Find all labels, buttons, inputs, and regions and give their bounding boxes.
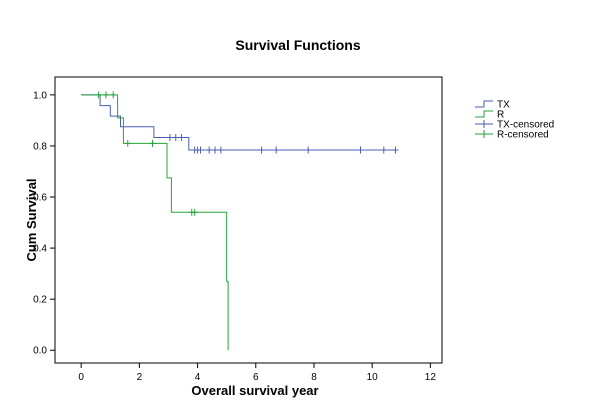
legend-swatch xyxy=(475,110,493,118)
y-axis-label: Cum Survival xyxy=(24,178,39,261)
tx-censored-mark xyxy=(206,146,213,154)
r-censored-mark xyxy=(110,91,117,99)
chart-title: Survival Functions xyxy=(235,37,360,53)
x-axis-ticks: 0 2 4 6 8 10 12 xyxy=(78,363,436,383)
r-censored-mark xyxy=(191,208,198,216)
r-censored-mark xyxy=(95,91,102,99)
tx-censored-mark xyxy=(197,146,204,154)
y-tick-label: 0.6 xyxy=(33,193,47,204)
y-tick-label: 0.8 xyxy=(33,141,47,152)
legend-label: TX xyxy=(497,100,510,111)
legend-item-tx-censored: TX-censored xyxy=(475,120,554,131)
x-tick-label: 2 xyxy=(137,372,143,383)
legend-swatch xyxy=(475,100,493,108)
tx-censored-mark xyxy=(305,146,312,154)
legend-label: R-censored xyxy=(497,130,549,141)
legend-label: TX-censored xyxy=(497,120,554,131)
series-lines xyxy=(81,94,396,351)
tx-censored-mark xyxy=(178,134,185,142)
y-tick-label: 0.4 xyxy=(33,244,47,255)
tx-censored-mark xyxy=(380,146,387,154)
r-censored-mark xyxy=(124,139,131,147)
tx-censored-mark xyxy=(392,146,399,154)
x-tick-label: 10 xyxy=(367,372,379,383)
y-axis-ticks: 0.0 0.2 0.4 0.6 0.8 1.0 xyxy=(33,90,55,357)
x-tick-label: 12 xyxy=(425,372,437,383)
legend-item-tx: TX xyxy=(475,100,510,111)
x-tick-label: 6 xyxy=(253,372,259,383)
tx-censored-mark xyxy=(357,146,364,154)
legend-label: R xyxy=(497,110,504,121)
plot-area-frame xyxy=(54,76,443,364)
series-line-tx xyxy=(81,94,396,151)
x-tick-label: 0 xyxy=(78,372,84,383)
x-tick-label: 4 xyxy=(195,372,201,383)
tx-censored-mark xyxy=(217,146,224,154)
r-censored-mark xyxy=(149,139,156,147)
y-tick-label: 0.0 xyxy=(33,346,47,357)
legend-swatch xyxy=(475,130,493,138)
tx-censored-mark xyxy=(166,134,173,142)
tx-censored-mark xyxy=(258,146,265,154)
legend-item-r: R xyxy=(475,110,504,121)
censor-marks xyxy=(95,91,399,216)
r-censored-mark xyxy=(102,91,109,99)
y-tick-label: 1.0 xyxy=(33,90,47,101)
y-tick-label: 0.2 xyxy=(33,295,47,306)
legend-item-r-censored: R-censored xyxy=(475,130,549,141)
x-axis-label: Overall survival year xyxy=(191,383,318,398)
tx-censored-mark xyxy=(172,134,179,142)
legend-swatch xyxy=(475,120,493,128)
tx-censored-mark xyxy=(212,146,219,154)
x-tick-label: 8 xyxy=(311,372,317,383)
series-line-r xyxy=(81,94,229,351)
tx-censored-mark xyxy=(273,146,280,154)
